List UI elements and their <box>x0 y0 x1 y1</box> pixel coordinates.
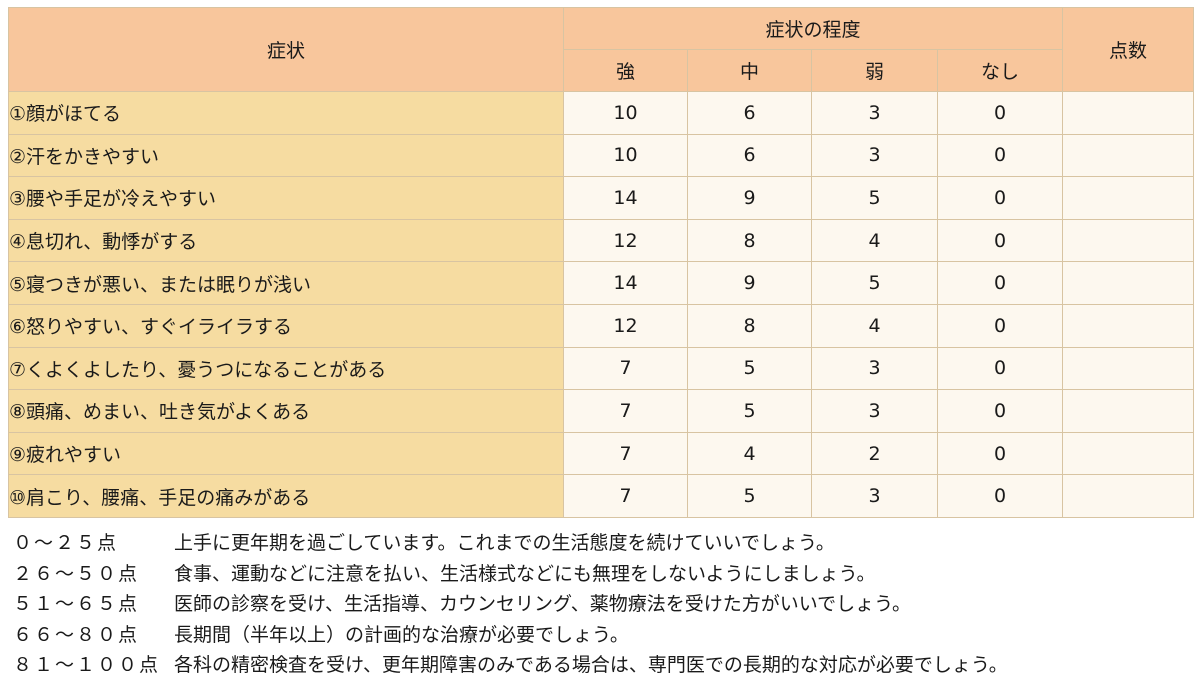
symptom-score-table: 症状 症状の程度 点数 強 中 弱 なし ①顔がほてる 10 6 3 0 ②汗をかきやすい… <box>8 7 1195 518</box>
score-input-cell[interactable] <box>1062 91 1195 135</box>
legend-description: 各科の精密検査を受け、更年期障害のみである場合は、専門医での長期的な対応が必要で… <box>174 654 1008 677</box>
legend-item: ２６～５０点 食事、運動などに注意を払い、生活様式などにも無理をしないようにしまし… <box>13 559 1008 590</box>
degree-value: 5 <box>687 389 812 433</box>
degree-value: 10 <box>563 91 688 135</box>
score-input-cell[interactable] <box>1062 133 1195 178</box>
degree-value: 6 <box>687 91 812 135</box>
degree-value: 7 <box>563 431 688 476</box>
degree-value: 12 <box>563 218 688 263</box>
table-row: ④息切れ、動悸がする 12 8 4 0 <box>8 218 1195 263</box>
score-input-cell[interactable] <box>1062 389 1195 433</box>
degree-value: 2 <box>811 431 938 476</box>
header-score: 点数 <box>1062 7 1195 92</box>
degree-value: 6 <box>687 133 812 178</box>
degree-value: 4 <box>811 218 938 263</box>
legend-item: ８１～１００点 各科の精密検査を受け、更年期障害のみである場合は、専門医での長期的… <box>13 650 1008 681</box>
degree-value: 3 <box>811 346 938 391</box>
symptom-label: ⑨疲れやすい <box>8 431 564 476</box>
table-row: ⑥怒りやすい、すぐイライラする 12 8 4 0 <box>8 303 1195 348</box>
symptom-label: ①顔がほてる <box>8 91 564 135</box>
degree-value: 10 <box>563 133 688 178</box>
degree-value: 4 <box>811 303 938 348</box>
degree-value: 9 <box>687 261 812 305</box>
degree-value: 3 <box>811 474 938 518</box>
degree-value: 14 <box>563 176 688 220</box>
table-row: ②汗をかきやすい 10 6 3 0 <box>8 133 1195 178</box>
symptom-label: ③腰や手足が冷えやすい <box>8 176 564 220</box>
score-input-cell[interactable] <box>1062 176 1195 220</box>
degree-value: 0 <box>936 176 1064 220</box>
header-level-weak: 弱 <box>811 49 938 92</box>
table-row: ①顔がほてる 10 6 3 0 <box>8 91 1195 135</box>
table-body: ①顔がほてる 10 6 3 0 ②汗をかきやすい 10 6 3 0 ③腰や手足が冷えやすい 14 9 5 0… <box>8 91 1195 518</box>
degree-value: 0 <box>936 303 1064 348</box>
score-input-cell[interactable] <box>1062 346 1195 391</box>
degree-value: 4 <box>687 431 812 476</box>
table-row: ⑨疲れやすい 7 4 2 0 <box>8 431 1195 476</box>
symptom-label: ⑧頭痛、めまい、吐き気がよくある <box>8 389 564 433</box>
degree-value: 0 <box>936 474 1064 518</box>
symptom-label: ⑤寝つきが悪い、または眠りが浅い <box>8 261 564 305</box>
degree-value: 0 <box>936 218 1064 263</box>
degree-value: 12 <box>563 303 688 348</box>
score-input-cell[interactable] <box>1062 474 1195 518</box>
legend-range: ８１～１００点 <box>13 654 161 677</box>
degree-value: 8 <box>687 218 812 263</box>
legend-item: ５１～６５点 医師の診察を受け、生活指導、カウンセリング、薬物療法を受けた方がいい… <box>13 589 1008 620</box>
table-row: ③腰や手足が冷えやすい 14 9 5 0 <box>8 176 1195 220</box>
degree-value: 0 <box>936 261 1064 305</box>
degree-value: 7 <box>563 389 688 433</box>
degree-value: 8 <box>687 303 812 348</box>
score-input-cell[interactable] <box>1062 261 1195 305</box>
degree-value: 9 <box>687 176 812 220</box>
legend-description: 長期間（半年以上）の計画的な治療が必要でしょう。 <box>174 623 629 646</box>
symptom-label: ⑦くよくよしたり、憂うつになることがある <box>8 346 564 391</box>
degree-value: 3 <box>811 133 938 178</box>
header-degree: 症状の程度 <box>562 7 1064 50</box>
degree-value: 5 <box>687 346 812 391</box>
degree-value: 14 <box>563 261 688 305</box>
legend-range: ２６～５０点 <box>13 562 140 585</box>
legend-description: 上手に更年期を過ごしています。これまでの生活態度を続けていいでしょう。 <box>174 532 835 554</box>
degree-value: 7 <box>563 474 688 518</box>
score-input-cell[interactable] <box>1062 218 1195 263</box>
symptom-label: ⑥怒りやすい、すぐイライラする <box>8 303 564 348</box>
score-input-cell[interactable] <box>1062 303 1195 348</box>
degree-value: 7 <box>563 346 688 391</box>
degree-value: 0 <box>936 133 1064 178</box>
degree-value: 3 <box>811 389 938 433</box>
score-legend: ０～２５点 上手に更年期を過ごしています。これまでの生活態度を続けていいでしょう。… <box>13 528 1008 681</box>
table-row: ⑦くよくよしたり、憂うつになることがある 7 5 3 0 <box>8 346 1195 391</box>
table-row: ⑤寝つきが悪い、または眠りが浅い 14 9 5 0 <box>8 261 1195 305</box>
degree-value: 0 <box>936 389 1064 433</box>
degree-value: 0 <box>936 91 1064 135</box>
header-symptom: 症状 <box>8 7 564 92</box>
score-input-cell[interactable] <box>1062 431 1195 476</box>
header-level-strong: 強 <box>563 49 688 92</box>
legend-range: ５１～６５点 <box>13 593 140 616</box>
legend-item: ０～２５点 上手に更年期を過ごしています。これまでの生活態度を続けていいでしょう。 <box>13 528 1008 559</box>
legend-description: 食事、運動などに注意を払い、生活様式などにも無理をしないようにしましょう。 <box>174 562 876 585</box>
legend-range: ０～２５点 <box>13 532 119 554</box>
degree-value: 5 <box>811 176 938 220</box>
table-row: ⑩肩こり、腰痛、手足の痛みがある 7 5 3 0 <box>8 474 1195 518</box>
legend-item: ６６～８０点 長期間（半年以上）の計画的な治療が必要でしょう。 <box>13 620 1008 651</box>
degree-value: 5 <box>811 261 938 305</box>
symptom-label: ②汗をかきやすい <box>8 133 564 178</box>
degree-value: 5 <box>687 474 812 518</box>
header-level-none: なし <box>936 49 1064 92</box>
degree-value: 0 <box>936 346 1064 391</box>
degree-value: 0 <box>936 431 1064 476</box>
header-level-medium: 中 <box>687 49 812 92</box>
symptom-label: ⑩肩こり、腰痛、手足の痛みがある <box>8 474 564 518</box>
legend-range: ６６～８０点 <box>13 623 140 646</box>
table-row: ⑧頭痛、めまい、吐き気がよくある 7 5 3 0 <box>8 389 1195 433</box>
legend-description: 医師の診察を受け、生活指導、カウンセリング、薬物療法を受けた方がいいでしょう。 <box>174 593 912 616</box>
degree-value: 3 <box>811 91 938 135</box>
symptom-label: ④息切れ、動悸がする <box>8 218 564 263</box>
